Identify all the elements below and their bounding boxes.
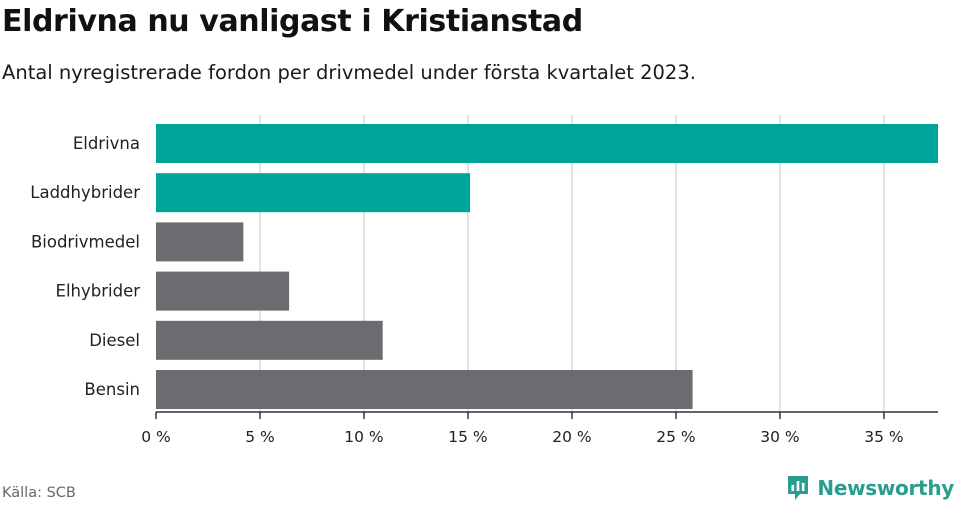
- newsworthy-icon: [788, 476, 809, 500]
- source-note: Källa: SCB: [2, 485, 76, 501]
- brand-logo[interactable]: Newsworthy: [786, 474, 954, 502]
- category-label-elhybrider: Elhybrider: [56, 282, 141, 301]
- tick-label-6: 30 %: [760, 428, 799, 446]
- category-label-biodrivmedel: Biodrivmedel: [31, 232, 140, 251]
- chart-subtitle: Antal nyregistrerade fordon per drivmede…: [2, 61, 696, 84]
- tick-label-3: 15 %: [448, 428, 487, 446]
- x-axis-ticks: 0 % 5 % 10 % 15 % 20 % 25 % 30 % 35 %: [141, 412, 904, 446]
- tick-label-7: 35 %: [864, 428, 903, 446]
- bar-bensin: [156, 370, 693, 409]
- tick-label-4: 20 %: [552, 428, 591, 446]
- chart-title: Eldrivna nu vanligast i Kristianstad: [2, 4, 583, 39]
- bars: [156, 124, 938, 409]
- category-label-diesel: Diesel: [89, 331, 140, 350]
- tick-label-1: 5 %: [245, 428, 275, 446]
- gridlines: [259, 115, 885, 412]
- category-label-laddhybrider: Laddhybrider: [30, 183, 140, 202]
- category-labels: Eldrivna Laddhybrider Biodrivmedel Elhybrid…: [30, 134, 140, 399]
- bar-biodrivmedel: [156, 222, 244, 262]
- tick-label-0: 0 %: [141, 428, 171, 446]
- bar-laddhybrider: [156, 173, 471, 213]
- bar-diesel: [156, 320, 383, 360]
- brand-name: Newsworthy: [817, 476, 954, 500]
- bar-eldrivna: [156, 124, 938, 163]
- tick-label-2: 10 %: [344, 428, 383, 446]
- category-label-eldrivna: Eldrivna: [73, 134, 140, 153]
- category-label-bensin: Bensin: [84, 380, 140, 399]
- tick-label-5: 25 %: [656, 428, 695, 446]
- bar-elhybrider: [156, 271, 290, 311]
